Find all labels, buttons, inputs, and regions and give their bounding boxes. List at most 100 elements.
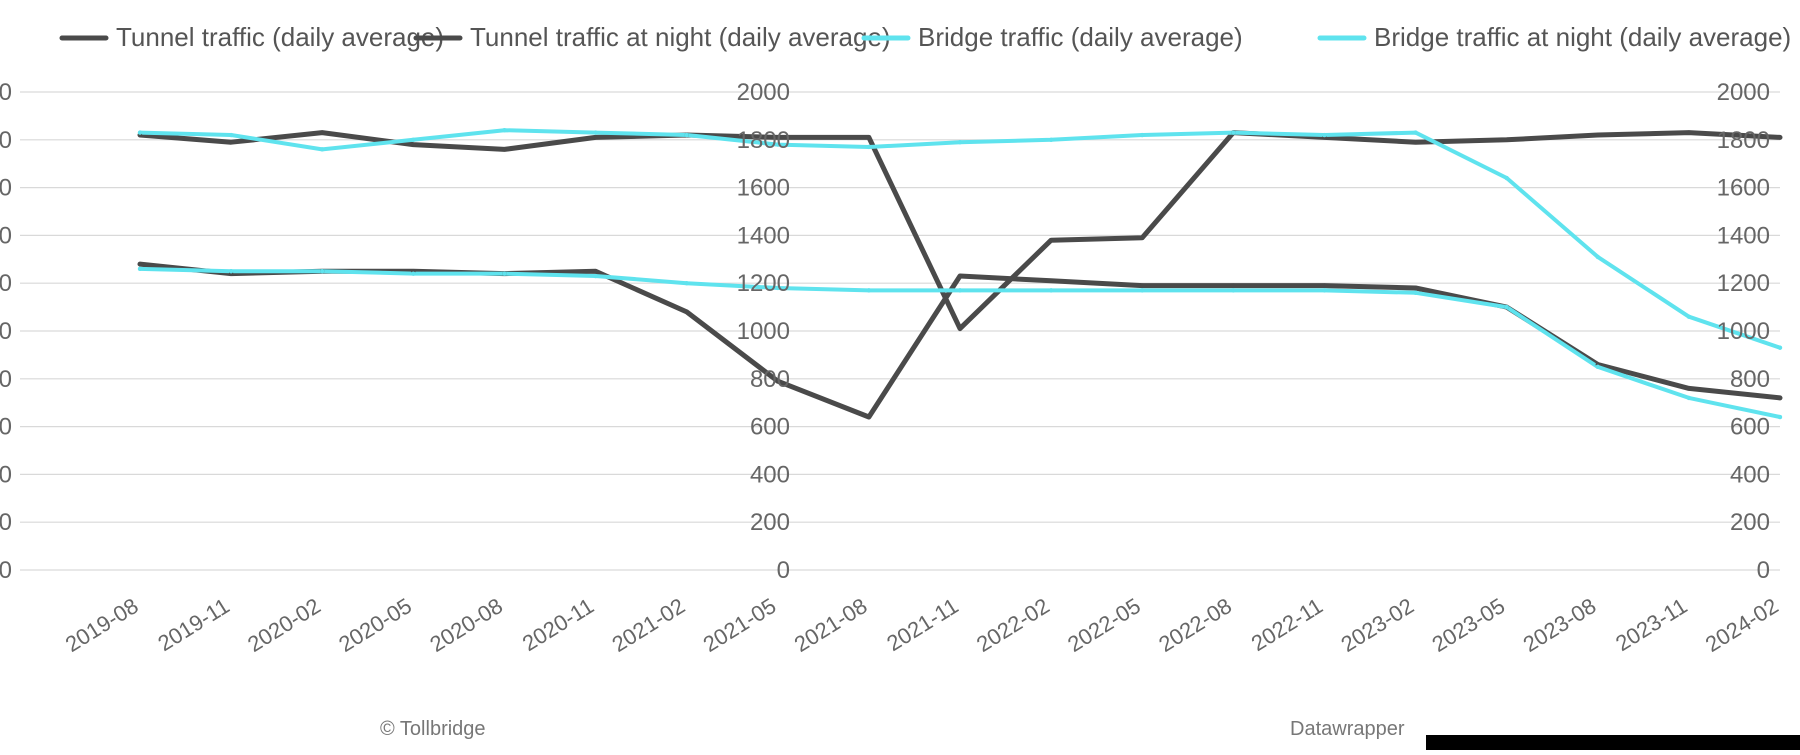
x-tick-label: 2022-05 xyxy=(1063,593,1145,657)
x-tick-label: 2023-05 xyxy=(1428,593,1510,657)
series-point xyxy=(137,261,143,267)
series-points xyxy=(137,128,1783,420)
y-tick-label: 1600 xyxy=(1717,175,1770,202)
series-point xyxy=(1686,130,1692,135)
x-tick-label: 2020-02 xyxy=(243,593,325,657)
series-point xyxy=(1686,314,1692,319)
series-point xyxy=(1413,130,1418,135)
series-point xyxy=(866,135,872,140)
series-point xyxy=(1504,175,1509,181)
y-tick-label: 1200 xyxy=(1717,270,1770,297)
series-point xyxy=(775,378,780,384)
series-point xyxy=(320,147,325,152)
x-tick-label: 2020-08 xyxy=(425,593,507,657)
series-point xyxy=(593,130,598,135)
series-point xyxy=(866,144,872,150)
y-tick-label: 1000 xyxy=(1717,318,1770,345)
series-point xyxy=(593,135,598,140)
x-tick-label: 2022-11 xyxy=(1247,593,1327,656)
series-point xyxy=(957,273,963,279)
x-tick-label: 2019-11 xyxy=(153,593,233,656)
series-point xyxy=(1777,345,1783,350)
series-point xyxy=(1231,283,1236,288)
y-tick-label: 2000 xyxy=(737,79,790,106)
y-tick-label: 1400 xyxy=(0,222,12,249)
y-tick-label: 1200 xyxy=(737,270,790,297)
series-point xyxy=(137,266,143,272)
series-point xyxy=(1322,288,1327,293)
x-tick-label: 2020-11 xyxy=(518,593,598,656)
y-tick-label: 200 xyxy=(750,509,790,536)
series-point xyxy=(1595,132,1600,138)
series-point xyxy=(1413,139,1418,145)
series-point xyxy=(1140,283,1145,288)
black-tab-overlay xyxy=(1426,735,1800,750)
series-point xyxy=(1048,137,1054,142)
y-tick-label: 0 xyxy=(0,557,12,584)
series-point xyxy=(1231,130,1236,135)
y-tick-label: 400 xyxy=(0,461,12,488)
series-point xyxy=(775,142,780,147)
series-point xyxy=(1322,283,1327,288)
series-point xyxy=(502,128,507,133)
legend-label: Bridge traffic (daily average) xyxy=(918,22,1243,52)
series-point xyxy=(684,309,689,315)
series-lines xyxy=(137,128,1783,420)
x-tick-label: 2024-02 xyxy=(1701,593,1783,657)
series-point xyxy=(228,132,234,138)
series-point xyxy=(775,285,780,291)
series-point xyxy=(775,135,780,140)
y-tick-label: 1200 xyxy=(0,270,12,297)
y-tick-label: 1000 xyxy=(737,318,790,345)
series-point xyxy=(1595,364,1600,370)
series-point xyxy=(320,130,325,135)
series-point xyxy=(411,271,416,276)
y-tick-label: 1400 xyxy=(737,222,790,249)
series-point xyxy=(320,269,325,274)
series-point xyxy=(1777,414,1783,420)
y-tick-label: 800 xyxy=(750,366,790,393)
series-point xyxy=(866,414,872,420)
footer-source: Datawrapper xyxy=(1290,718,1405,740)
x-tick-label: 2021-08 xyxy=(790,593,872,657)
x-tick-label: 2022-08 xyxy=(1154,593,1236,657)
series-point xyxy=(411,142,416,147)
series-point xyxy=(502,271,507,276)
series-point xyxy=(228,139,234,145)
series-line xyxy=(137,130,1783,332)
series-point xyxy=(1322,132,1327,138)
series-point xyxy=(1048,278,1054,284)
x-tick-label: 2019-08 xyxy=(61,593,143,657)
footer-credit: © Tollbridge xyxy=(380,718,486,740)
legend-label: Bridge traffic at night (daily average) xyxy=(1374,22,1791,52)
x-tick-label: 2023-02 xyxy=(1336,593,1418,657)
y-tick-label: 1800 xyxy=(1717,127,1770,154)
y-tick-label: 400 xyxy=(1730,461,1770,488)
series-line xyxy=(138,128,1782,350)
series-point xyxy=(1504,137,1509,142)
series-point xyxy=(1048,237,1054,243)
series-point xyxy=(957,326,963,331)
series-point xyxy=(228,269,234,274)
x-tick-label: 2022-02 xyxy=(972,593,1054,657)
series-point xyxy=(1777,395,1783,401)
legend-label: Tunnel traffic at night (daily average) xyxy=(470,22,891,52)
series-point xyxy=(1140,132,1145,138)
grid-lines xyxy=(20,91,1780,571)
y-tick-label: 1400 xyxy=(1717,222,1770,249)
y-tick-label: 800 xyxy=(0,366,12,393)
series-point xyxy=(1413,290,1418,295)
series-point xyxy=(1413,285,1418,291)
x-tick-label: 2021-11 xyxy=(882,593,962,656)
y-tick-label: 200 xyxy=(0,509,12,536)
legend-label: Tunnel traffic (daily average) xyxy=(116,22,444,52)
x-tick-label: 2023-11 xyxy=(1611,593,1691,656)
x-tick-label: 2021-02 xyxy=(608,593,690,657)
x-tick-label: 2023-08 xyxy=(1519,593,1601,657)
y-tick-label: 2000 xyxy=(0,79,12,106)
series-point xyxy=(684,132,689,138)
series-point xyxy=(866,288,872,293)
y-tick-label: 1600 xyxy=(737,175,790,202)
footer: © Tollbridge Datawrapper xyxy=(380,718,1405,740)
